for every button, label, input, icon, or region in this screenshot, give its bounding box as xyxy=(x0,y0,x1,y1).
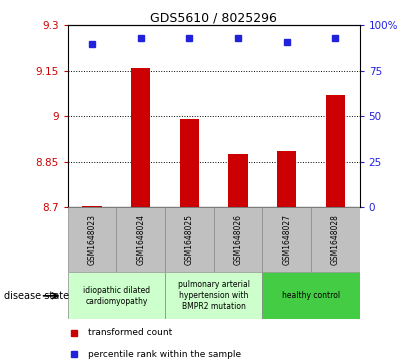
Bar xyxy=(277,151,296,207)
Bar xyxy=(68,272,165,319)
Text: disease state: disease state xyxy=(4,291,69,301)
Bar xyxy=(262,272,360,319)
Text: GSM1648028: GSM1648028 xyxy=(331,214,340,265)
Text: GSM1648024: GSM1648024 xyxy=(136,214,145,265)
Text: GSM1648027: GSM1648027 xyxy=(282,214,291,265)
Text: pulmonary arterial
hypertension with
BMPR2 mutation: pulmonary arterial hypertension with BMP… xyxy=(178,280,250,311)
Bar xyxy=(68,207,116,272)
Bar xyxy=(262,207,311,272)
Bar xyxy=(82,206,102,207)
Text: GSM1648025: GSM1648025 xyxy=(185,214,194,265)
Text: GSM1648023: GSM1648023 xyxy=(88,214,97,265)
Text: percentile rank within the sample: percentile rank within the sample xyxy=(88,350,241,359)
Text: idiopathic dilated
cardiomyopathy: idiopathic dilated cardiomyopathy xyxy=(83,286,150,306)
Bar xyxy=(214,207,262,272)
Bar xyxy=(180,119,199,207)
Bar xyxy=(165,272,262,319)
Bar xyxy=(116,207,165,272)
Text: transformed count: transformed count xyxy=(88,328,173,337)
Bar xyxy=(326,95,345,207)
Bar xyxy=(311,207,360,272)
Text: GSM1648026: GSM1648026 xyxy=(233,214,242,265)
Bar xyxy=(131,68,150,207)
Bar xyxy=(229,154,248,207)
Bar xyxy=(165,207,214,272)
Title: GDS5610 / 8025296: GDS5610 / 8025296 xyxy=(150,11,277,24)
Text: healthy control: healthy control xyxy=(282,291,340,300)
